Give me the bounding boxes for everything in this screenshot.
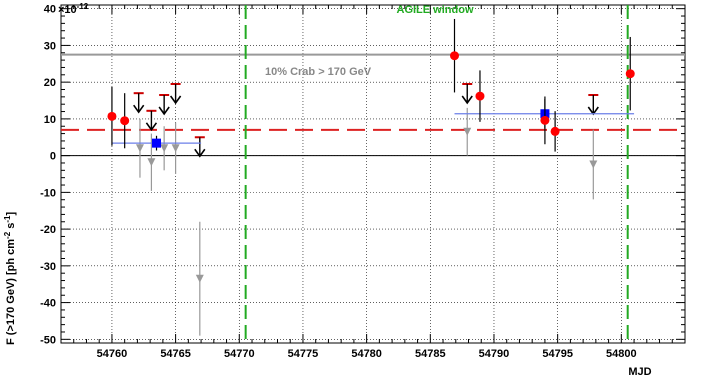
grid (61, 5, 685, 343)
flux-point-marker (475, 91, 485, 101)
x-tick-label: 54760 (97, 348, 128, 360)
upper-limit-arrowhead (158, 106, 170, 116)
negative-point-marker (171, 144, 180, 153)
upper-limit-arrowhead (133, 104, 145, 114)
negative-point-marker (147, 158, 156, 167)
crab-line-label: 10% Crab > 170 GeV (265, 66, 372, 78)
y-axis-title-part-1: F (>170 GeV) [ph cm (5, 239, 17, 345)
y-tick-label: 0 (50, 151, 56, 163)
x-tick-label: 54785 (415, 348, 446, 360)
upper-limit-arrowhead (461, 95, 473, 105)
axes: 54760 54765 54770 54775 54780 54785 54790 54795… (40, 4, 686, 360)
flux-point-marker (107, 111, 117, 121)
y-tick-label: -10 (40, 187, 56, 199)
upper-limit-arrowhead (145, 122, 158, 132)
y-tick-label: 40 (44, 4, 56, 16)
flux-point-marker (625, 69, 635, 79)
y-tick-label: -30 (40, 261, 56, 273)
x-tick-label: 54790 (479, 348, 510, 360)
y-exponent-label: ×10-12 (58, 2, 89, 16)
x-tick-label: 54800 (606, 348, 637, 360)
average-point-marker (152, 138, 162, 148)
x-tick-label: 54775 (288, 348, 319, 360)
y-tick-label: 30 (44, 40, 56, 52)
x-tick-label: 54780 (351, 348, 382, 360)
y-axis-title-part-3: ] (5, 212, 17, 216)
y-tick-label: -50 (40, 334, 56, 346)
x-tick-label: 54770 (224, 348, 255, 360)
upper-limit-arrowhead (169, 95, 182, 105)
plot-frame (60, 4, 686, 344)
y-axis-title-part-2: s (5, 223, 17, 232)
negative-point-marker (589, 160, 598, 169)
data-series (107, 18, 635, 336)
negative-point-marker (195, 274, 204, 283)
negative-point-marker (160, 144, 169, 153)
y-tick-label: 20 (44, 77, 56, 89)
flux-point-marker (450, 51, 460, 61)
agile-window-label: AGILE window (397, 4, 474, 16)
y-tick-label: 10 (44, 114, 56, 126)
flux-point-marker (550, 126, 560, 136)
x-tick-label: 54795 (542, 348, 573, 360)
flux-point-marker (120, 116, 130, 126)
negative-point-marker (135, 144, 144, 153)
negative-point-marker (463, 127, 472, 136)
y-tick-label: -20 (40, 224, 56, 236)
y-axis-title: F (>170 GeV) [ph cm-2 s-1] (3, 212, 17, 346)
upper-limit-arrowhead (194, 148, 206, 158)
reference-lines (61, 5, 685, 343)
flux-point-marker (540, 115, 550, 125)
y-axis-title-sup-1: -2 (3, 231, 12, 239)
y-axis-title-sup-2: -1 (3, 215, 12, 223)
x-tick-label: 54765 (160, 348, 191, 360)
y-tick-label: -40 (40, 298, 56, 310)
x-axis-title: MJD (628, 366, 651, 378)
y-exponent-power: -12 (77, 2, 89, 11)
y-exponent-base: ×10 (58, 4, 77, 16)
